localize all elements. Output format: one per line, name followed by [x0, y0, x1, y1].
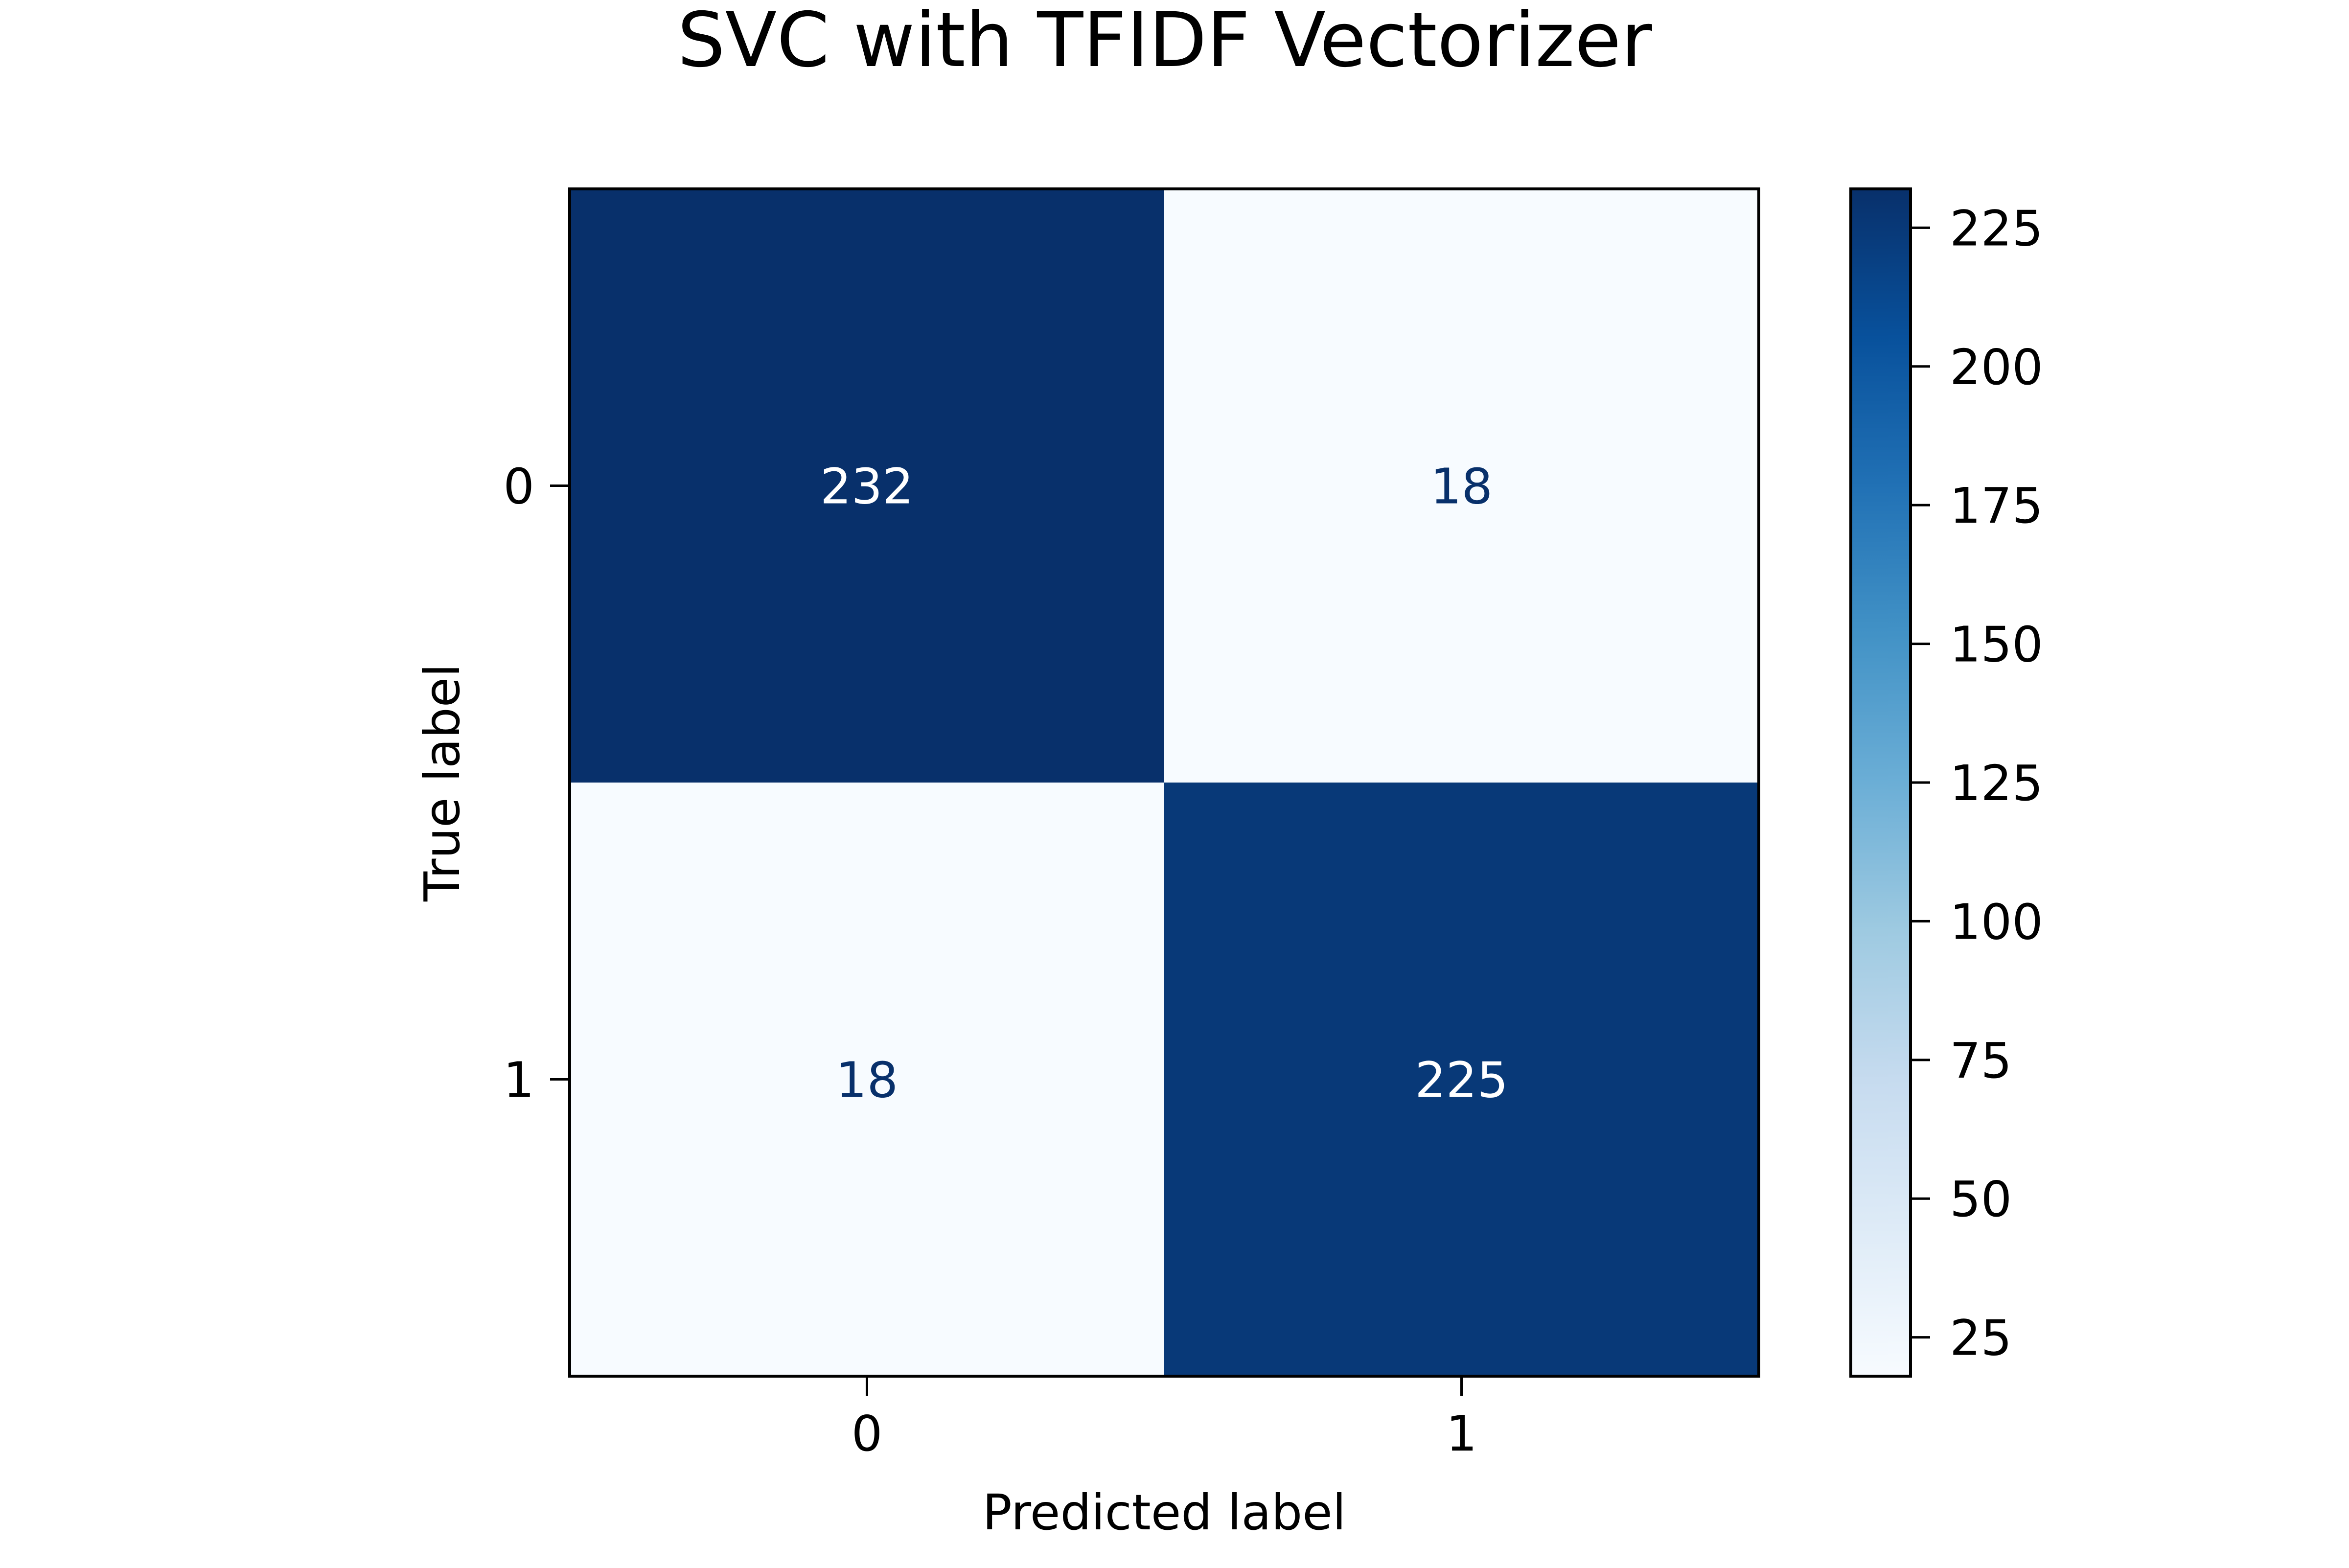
cell-value-label: 18 — [1430, 458, 1493, 515]
matrix-cell — [1164, 189, 1759, 783]
x-tick-label: 0 — [852, 1405, 883, 1462]
colorbar-ticks: 25 50 75 100 125 150 175 200 225 — [1911, 200, 2043, 1367]
plot-frame — [568, 187, 1760, 1378]
x-tick-label: 1 — [1446, 1405, 1477, 1462]
colorbar-tick-label: 175 — [1950, 477, 2043, 534]
colorbar-tick-label: 100 — [1950, 893, 2043, 950]
y-axis-label: True label — [414, 664, 471, 902]
x-axis-label: Predicted label — [982, 1484, 1346, 1541]
matrix-cells: 232 18 18 225 — [570, 189, 1759, 1376]
matrix-cell — [570, 189, 1164, 783]
y-tick-label: 0 — [503, 458, 534, 515]
colorbar — [1849, 187, 1912, 1378]
cell-value-label: 225 — [1415, 1052, 1508, 1109]
colorbar-tick-label: 25 — [1950, 1310, 2012, 1367]
y-tick-label: 1 — [503, 1052, 534, 1109]
colorbar-tick-label: 50 — [1950, 1171, 2012, 1228]
matrix-cell — [1164, 783, 1759, 1376]
colorbar-tick-label: 150 — [1950, 616, 2043, 673]
colorbar-tick-label: 125 — [1950, 755, 2043, 812]
axes: 0 1 0 1 — [503, 458, 1477, 1463]
matrix-cell — [570, 783, 1164, 1376]
colorbar-tick-label: 75 — [1950, 1032, 2012, 1089]
colorbar-tick-label: 225 — [1950, 200, 2043, 257]
chart-title: SVC with TFIDF Vectorizer — [677, 0, 1653, 84]
cell-value-label: 18 — [836, 1052, 898, 1109]
cell-value-label: 232 — [820, 458, 914, 515]
colorbar-tick-label: 200 — [1950, 339, 2043, 396]
